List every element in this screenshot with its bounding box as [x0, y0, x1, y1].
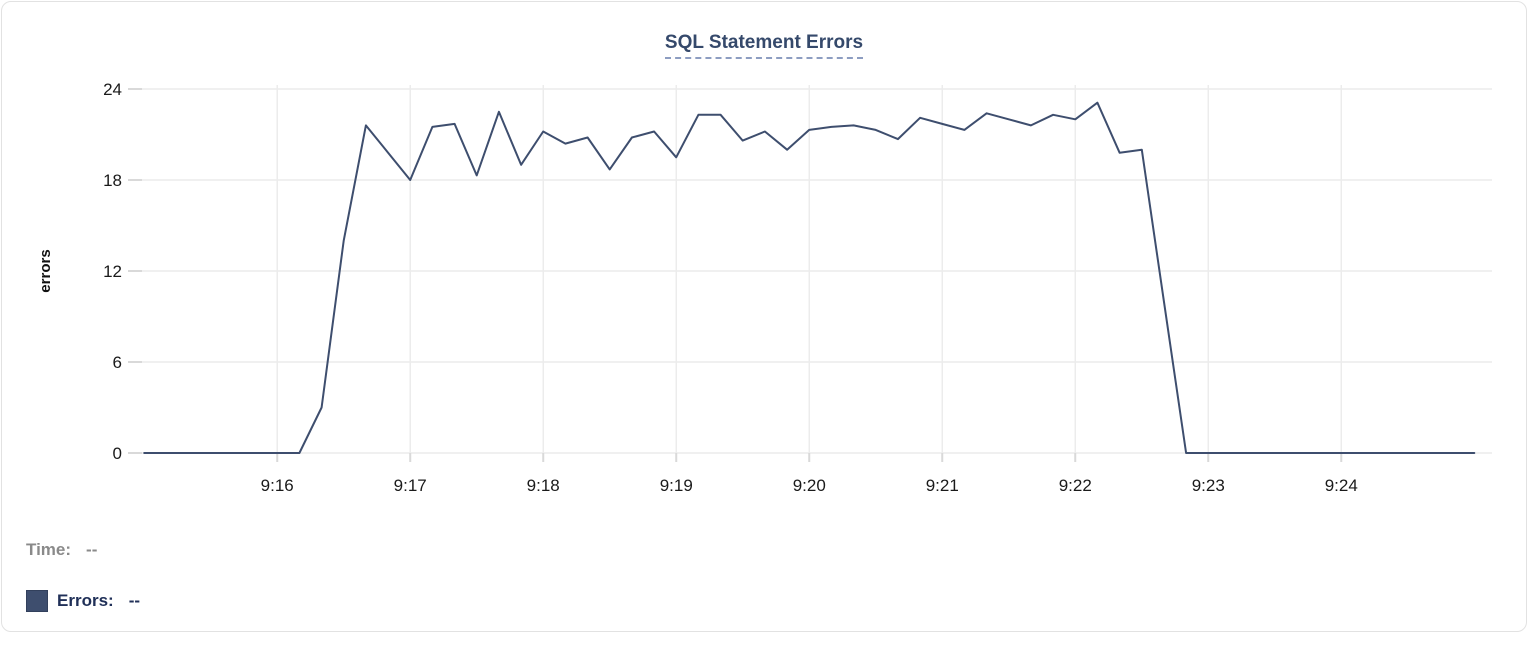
chart-card: SQL Statement Errors 0 6 12 18 24 9:16 9:17 9:1… [1, 1, 1527, 632]
y-tick-label: 12 [103, 262, 122, 281]
x-tick-label: 9:20 [793, 476, 826, 495]
y-tick-label: 6 [113, 353, 122, 372]
chart-title[interactable]: SQL Statement Errors [664, 32, 864, 59]
errors-series-line [143, 101, 1476, 454]
x-tick-label: 9:24 [1325, 476, 1358, 495]
x-tick-label: 9:22 [1059, 476, 1092, 495]
legend-row-time: Time: -- [26, 540, 97, 560]
errors-series-swatch [26, 590, 48, 612]
legend-errors-label: Errors: [57, 591, 114, 610]
legend-time-value: -- [86, 540, 98, 559]
x-tick-label: 9:18 [527, 476, 560, 495]
x-tick-label: 9:17 [394, 476, 427, 495]
legend-errors-value: -- [128, 591, 141, 610]
line-chart[interactable]: 0 6 12 18 24 9:16 9:17 9:18 9:19 9:20 9:21 9:22 9:23… [2, 2, 1528, 507]
y-axis-title: errors [37, 249, 54, 292]
x-tick-label: 9:19 [660, 476, 693, 495]
legend-time-label: Time: [26, 540, 72, 559]
x-tick-label: 9:23 [1192, 476, 1225, 495]
y-tick-label: 24 [103, 80, 122, 99]
legend-row-errors: Errors: -- [26, 590, 140, 612]
y-tick-label: 18 [103, 171, 122, 190]
y-tick-label: 0 [113, 444, 122, 463]
chart-header: SQL Statement Errors [2, 32, 1526, 59]
x-tick-label: 9:16 [261, 476, 294, 495]
x-tick-label: 9:21 [926, 476, 959, 495]
